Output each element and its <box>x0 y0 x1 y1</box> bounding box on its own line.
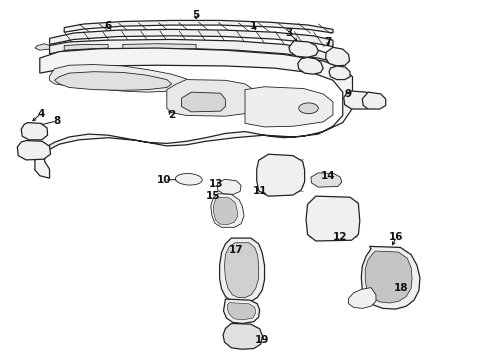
Polygon shape <box>223 323 263 349</box>
Polygon shape <box>211 194 244 227</box>
Polygon shape <box>64 44 108 50</box>
Polygon shape <box>343 91 373 109</box>
Text: 15: 15 <box>206 191 220 201</box>
Text: 6: 6 <box>104 21 112 31</box>
Text: 17: 17 <box>229 245 244 255</box>
Text: 10: 10 <box>157 175 171 185</box>
Polygon shape <box>21 123 48 140</box>
Ellipse shape <box>299 103 318 114</box>
Polygon shape <box>49 40 333 62</box>
Polygon shape <box>220 238 265 303</box>
Polygon shape <box>214 197 238 225</box>
Polygon shape <box>257 154 305 196</box>
Polygon shape <box>289 41 318 57</box>
Polygon shape <box>362 92 386 109</box>
Text: 9: 9 <box>344 89 351 99</box>
Polygon shape <box>167 80 255 116</box>
Polygon shape <box>35 44 49 50</box>
Text: 14: 14 <box>321 171 335 181</box>
Polygon shape <box>227 303 256 320</box>
Polygon shape <box>218 179 241 194</box>
Text: 13: 13 <box>208 179 223 189</box>
Polygon shape <box>49 64 186 92</box>
Polygon shape <box>245 87 333 127</box>
Text: 8: 8 <box>53 116 60 126</box>
Text: 11: 11 <box>252 186 267 197</box>
Text: 1: 1 <box>250 21 257 31</box>
Polygon shape <box>54 72 172 90</box>
Polygon shape <box>329 66 350 80</box>
Text: 16: 16 <box>389 232 404 242</box>
Text: 5: 5 <box>193 10 200 20</box>
Polygon shape <box>365 251 412 303</box>
Polygon shape <box>181 92 225 112</box>
Text: 19: 19 <box>255 334 270 345</box>
Polygon shape <box>311 173 342 187</box>
Polygon shape <box>224 243 259 298</box>
Text: 7: 7 <box>324 37 332 47</box>
Polygon shape <box>361 246 420 309</box>
Polygon shape <box>17 140 50 160</box>
Polygon shape <box>326 47 349 66</box>
Text: 4: 4 <box>37 109 45 119</box>
Polygon shape <box>306 196 360 241</box>
Polygon shape <box>64 21 333 33</box>
Polygon shape <box>35 48 352 178</box>
Polygon shape <box>123 44 196 49</box>
Text: 12: 12 <box>333 232 347 242</box>
Text: 2: 2 <box>168 111 175 121</box>
Polygon shape <box>348 288 376 309</box>
Text: 18: 18 <box>394 283 409 293</box>
Ellipse shape <box>175 174 202 185</box>
Polygon shape <box>298 57 323 74</box>
Text: 3: 3 <box>285 28 293 38</box>
Polygon shape <box>223 299 260 323</box>
Polygon shape <box>49 30 333 46</box>
